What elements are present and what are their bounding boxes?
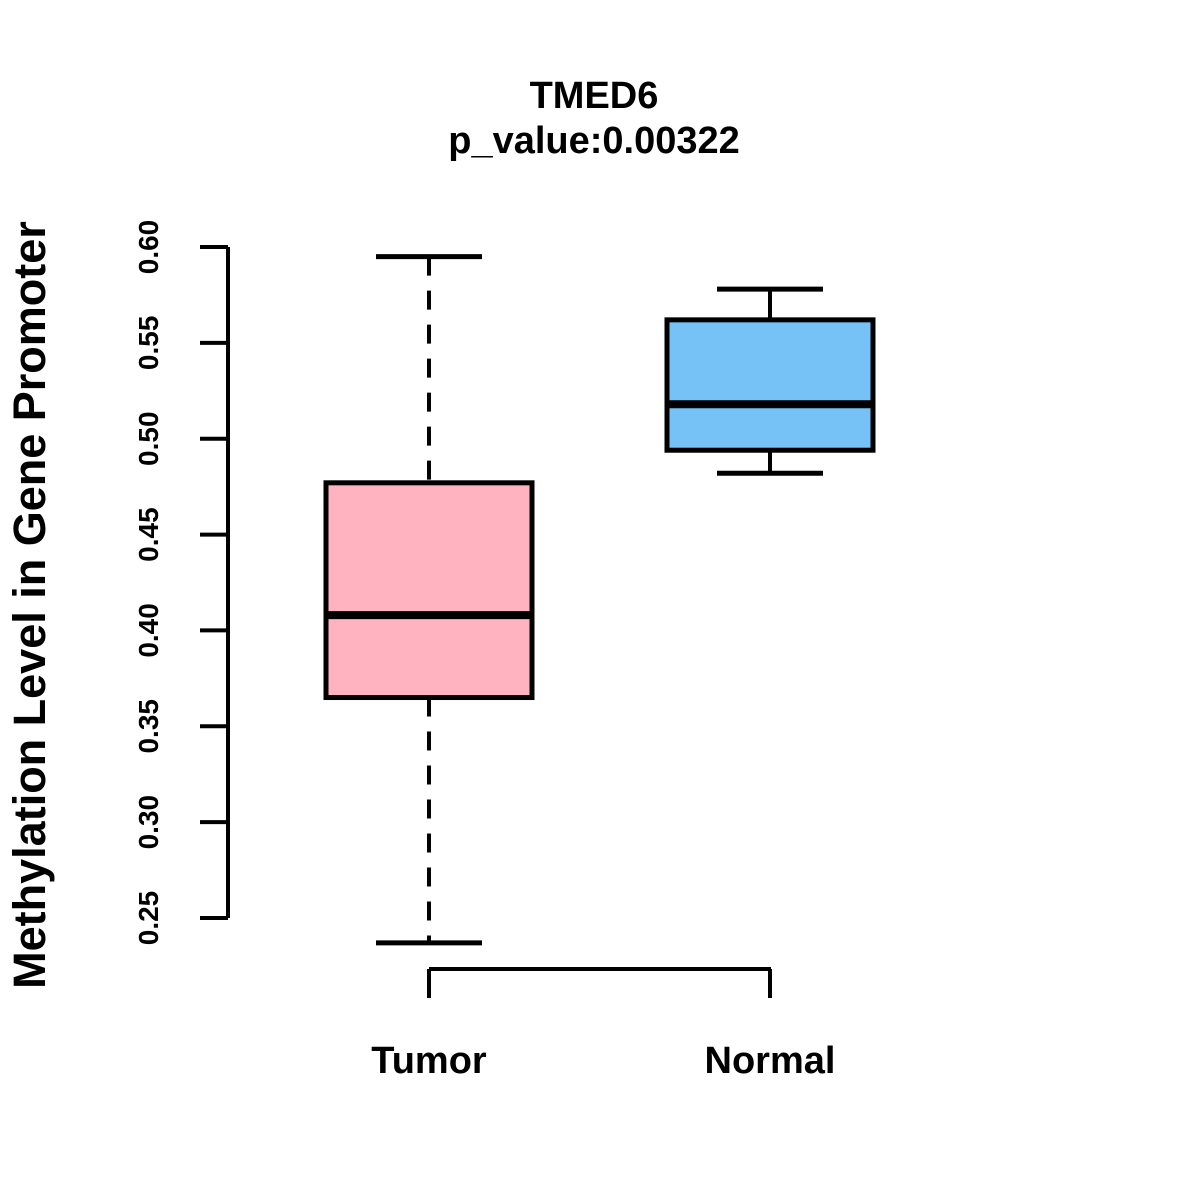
y-axis-tick-label: 0.40 <box>133 603 164 658</box>
y-axis-tick-label: 0.30 <box>133 795 164 850</box>
y-axis-tick-label: 0.25 <box>133 891 164 946</box>
x-axis-category-label-normal: Normal <box>705 1040 836 1082</box>
x-axis-category-label-tumor: Tumor <box>371 1040 487 1082</box>
normal-box <box>664 317 876 453</box>
y-axis-tick-label: 0.35 <box>133 699 164 754</box>
chart-subtitle-pvalue: p_value:0.00322 <box>448 120 740 162</box>
y-axis-tick-label: 0.50 <box>133 411 164 466</box>
y-axis-tick-label: 0.60 <box>133 220 164 275</box>
chart-title: TMED6 <box>529 75 659 117</box>
y-axis-tick-label: 0.45 <box>133 507 164 562</box>
y-axis-tick-label: 0.55 <box>133 316 164 371</box>
tumor-box <box>323 480 535 701</box>
title-block: TMED6 p_value:0.00322 <box>228 74 960 164</box>
